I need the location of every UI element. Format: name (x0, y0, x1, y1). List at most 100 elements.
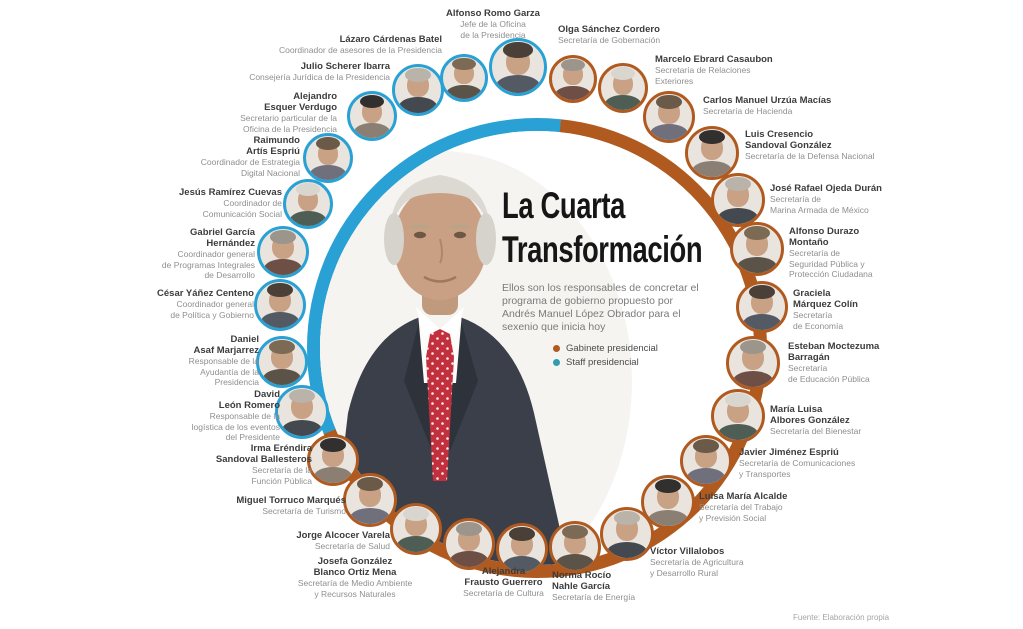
avatar-hair (610, 66, 636, 81)
amlo-photo (320, 151, 632, 565)
person-role: Secretaría de Hacienda (703, 106, 793, 117)
label-carlos-urzua: Carlos Manuel Urzúa Macías Secretaría de … (703, 95, 848, 117)
avatar-hair (724, 392, 752, 408)
label-alejandro-esquer: Alejandro Esquer Verdugo Secretario parti… (205, 91, 337, 134)
avatar-hair (749, 284, 775, 299)
person-name: Jorge Alcocer Varela (296, 530, 390, 541)
label-maria-albores: María Luisa Albores González Secretaría d… (770, 404, 905, 437)
person-name: Norma Rocío Nahle García (552, 570, 612, 593)
person-role: Coordinador general de Programas Integra… (161, 249, 255, 281)
staff-dot-icon (553, 359, 560, 366)
person-role: Secretaría de Medio Ambiente y Recursos … (297, 578, 413, 599)
center-text-block: La Cuarta Transformación Ellos son los r… (502, 184, 762, 371)
avatar-hair (403, 506, 429, 521)
avatar-torso (262, 369, 302, 385)
person-name: Alejandra Frausto Guerrero (464, 566, 543, 589)
label-cesar-yanez: César Yáñez Centeno Coordinador general d… (138, 288, 254, 320)
avatar-torso (281, 419, 323, 436)
label-gabriel-garcia: Gabriel García Hernández Coordinador gene… (133, 227, 255, 280)
person-name: Marcelo Ebrard Casaubon (655, 54, 773, 65)
person-name: Luis Cresencio Sandoval González (745, 129, 832, 152)
label-victor-villalobos: Víctor Villalobos Secretaría de Agricultu… (650, 546, 785, 578)
portrait-norma-nahle (549, 521, 601, 573)
portrait-olga-sanchez (549, 55, 597, 103)
avatar-torso (502, 556, 542, 572)
person-name: Jesús Ramírez Cuevas (179, 187, 282, 198)
person-role: Secretaría de Economía (793, 310, 844, 331)
person-name: Alejandro Esquer Verdugo (264, 91, 337, 114)
portrait-daniel-asaf (256, 336, 308, 388)
legend-label-staff: Staff presidencial (566, 357, 639, 368)
avatar-hair (698, 129, 726, 145)
person-name: David León Romero (218, 389, 280, 412)
portrait-jesus-ramirez (283, 179, 333, 229)
person-name: Alfonso Durazo Montaño (789, 226, 860, 249)
person-name: Alfonso Romo Garza (446, 8, 540, 19)
avatar-torso (606, 541, 648, 558)
label-graciela-marquez: Graciela Márquez Colín Secretaría de Econ… (793, 288, 903, 331)
person-role: Secretaría de la Defensa Nacional (745, 151, 875, 162)
person-role: Secretaría de Energía (552, 592, 636, 603)
avatar-hair (456, 521, 482, 536)
person-name: Carlos Manuel Urzúa Macías (703, 95, 832, 106)
person-name: Víctor Villalobos (650, 546, 725, 557)
avatar-torso (717, 207, 759, 224)
avatar-torso (446, 84, 482, 99)
person-role: Coordinador de asesores de la Presidenci… (278, 45, 442, 56)
avatar-hair (270, 229, 296, 244)
label-jorge-alcocer: Jorge Alcocer Varela Secretaría de Salud (278, 530, 390, 552)
avatar-torso (555, 85, 591, 100)
portrait-javier-jimenez (680, 435, 732, 487)
person-role: Secretaría del Trabajo y Previsión Socia… (699, 502, 783, 523)
label-irma-sandoval: Irma Eréndira Sandoval Ballesteros Secret… (192, 443, 312, 486)
label-jose-ojeda: José Rafael Ojeda Durán Secretaría de Mar… (770, 183, 910, 215)
person-name: Graciela Márquez Colín (793, 288, 858, 311)
portrait-graciela-marquez (736, 281, 788, 333)
avatar-hair (269, 339, 295, 354)
person-name: Esteban Moctezuma Barragán (788, 341, 880, 364)
avatar-hair (509, 526, 535, 541)
person-name: Irma Eréndira Sandoval Ballesteros (215, 443, 312, 466)
avatar-hair (562, 524, 588, 539)
portrait-julio-scherer (392, 64, 444, 116)
portrait-maria-albores (711, 389, 765, 443)
portrait-luisa-alcalde (641, 475, 695, 529)
avatar-torso (736, 256, 778, 273)
person-name: José Rafael Ojeda Durán (770, 183, 882, 194)
avatar-hair (356, 476, 384, 492)
person-role: Coordinador de Comunicación Social (202, 198, 282, 219)
person-role: Jefe de la Oficina de la Presidencia (460, 19, 526, 40)
label-raimundo-artis: Raimundo Artís Espriú Coordinador de Estr… (170, 135, 300, 178)
label-luis-sandoval: Luis Cresencio Sandoval González Secretar… (745, 129, 895, 162)
portrait-jose-ojeda (711, 173, 765, 227)
portrait-raimundo-artis (303, 133, 353, 183)
label-josefa-gonzalez: Josefa González Blanco Ortiz Mena Secreta… (285, 556, 425, 599)
avatar-torso (647, 509, 689, 526)
portrait-lazaro-cardenas (440, 54, 488, 102)
portrait-victor-villalobos (600, 507, 654, 561)
label-daniel-asaf: Daniel Asaf Marjarrez Responsable de la A… (147, 334, 259, 387)
label-alejandra-frausto: Alejandra Frausto Guerrero Secretaría de … (456, 566, 551, 599)
person-name: Miguel Torruco Marqués (236, 495, 346, 506)
page-title-line1: La Cuarta (502, 185, 625, 226)
intro-text: Ellos son los responsables de concretar … (502, 282, 699, 333)
person-role: Secretario particular de la Oficina de l… (240, 113, 337, 134)
person-role: Consejería Jurídica de la Presidencia (249, 72, 390, 83)
avatar-hair (295, 182, 321, 197)
person-name: Olga Sánchez Cordero (558, 24, 660, 35)
person-name: Josefa González Blanco Ortiz Mena (313, 556, 397, 579)
person-role: Responsable de la Ayudantía de la Presid… (188, 356, 259, 388)
portrait-jorge-alcocer (390, 503, 442, 555)
person-role: Secretaría de Marina Armada de México (770, 194, 869, 215)
avatar-hair (656, 94, 682, 109)
avatar-hair (724, 176, 752, 192)
person-role: Secretaría de Agricultura y Desarrollo R… (650, 557, 744, 578)
avatar-torso (496, 75, 540, 93)
person-name: Raimundo Artís Espriú (246, 135, 300, 158)
label-olga-sanchez: Olga Sánchez Cordero Secretaría de Gobern… (558, 24, 698, 46)
label-javier-jimenez: Javier Jiménez Espriú Secretaría de Comun… (739, 447, 899, 479)
source-credit: Fuente: Elaboración propia (793, 613, 890, 622)
avatar-torso (555, 554, 595, 570)
avatar-hair (743, 225, 771, 241)
center-circle (320, 131, 754, 565)
